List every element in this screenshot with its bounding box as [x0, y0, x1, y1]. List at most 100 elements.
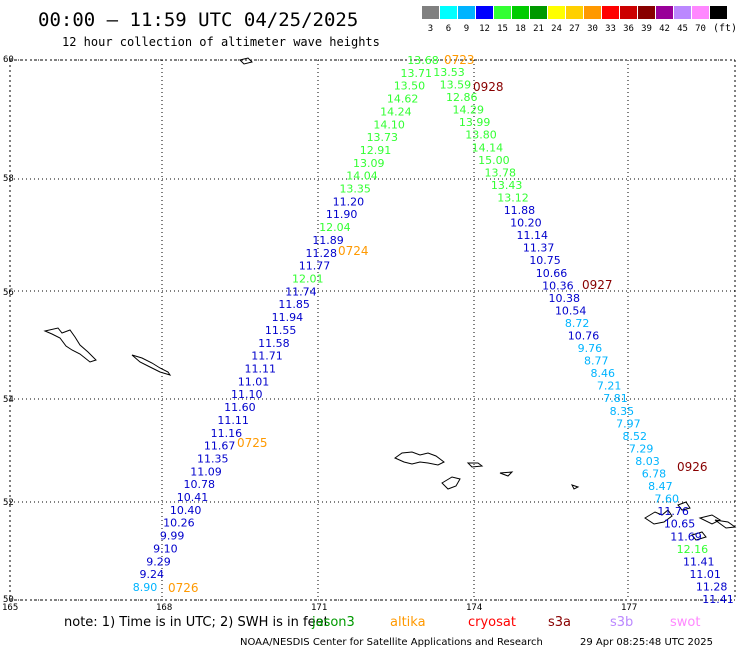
track-west-value: 11.90: [326, 208, 358, 221]
track-east-value: 10.38: [549, 292, 581, 305]
island-aleutian-1: [441, 476, 461, 490]
lat-label-60: 60: [3, 55, 14, 65]
track-west-value: 11.85: [278, 298, 310, 311]
track-west-value: 11.35: [197, 452, 229, 465]
track-west-value: 13.68: [407, 54, 439, 67]
track-east-value: 7.29: [629, 442, 654, 455]
legend-swatch: [584, 6, 601, 19]
track-west-value: 11.20: [333, 195, 365, 208]
track-east-value: 13.53: [433, 66, 465, 79]
lon-label-171: 171: [311, 603, 327, 613]
track-west-value: 11.28: [306, 247, 338, 260]
track-west-value: 10.41: [177, 491, 209, 504]
track-east-value: 10.36: [542, 279, 574, 292]
lat-label-54: 54: [3, 395, 14, 405]
pass-label-0928: 0928: [473, 80, 504, 94]
lon-label-165: 165: [2, 603, 18, 613]
track-east-value: 10.65: [664, 518, 696, 531]
legend-label: 45: [677, 24, 688, 34]
track-east-value: 14.14: [472, 141, 504, 154]
legend-swatch: [692, 6, 709, 19]
satellite-jason3-label: jason3: [311, 615, 355, 630]
legend-label: 42: [659, 24, 670, 34]
legend-swatch: [674, 6, 691, 19]
track-east-value: 13.12: [497, 191, 529, 204]
track-east-value: 13.80: [465, 129, 497, 142]
track-west-value: 11.74: [285, 285, 317, 298]
track-east-value: 7.21: [597, 380, 622, 393]
map-subtitle: 12 hour collection of altimeter wave hei…: [62, 35, 380, 49]
track-east-value: 15.00: [478, 154, 510, 167]
track-west-value: 13.73: [367, 131, 399, 144]
legend-swatch: [548, 6, 565, 19]
track-west-value: 11.16: [211, 427, 243, 440]
legend-label: 70: [695, 24, 706, 34]
satellite-swot-label: swot: [670, 615, 700, 630]
track-east-value: 7.60: [655, 493, 680, 506]
island-aleutian-3: [499, 471, 514, 477]
track-west-value: 13.09: [353, 157, 385, 170]
island-aleutian-8: [714, 519, 737, 529]
track-west-value: 14.04: [346, 170, 378, 183]
legend-label: 18: [515, 24, 526, 34]
legend-label: 9: [464, 24, 469, 34]
track-east-value: 12.86: [446, 91, 478, 104]
track-east-value: 11.01: [689, 568, 721, 581]
track-east-value: 8.47: [648, 480, 673, 493]
satellite-s3b-label: s3b: [610, 615, 633, 630]
track-west-value: 14.24: [380, 105, 412, 118]
pass-label-0927: 0927: [582, 278, 613, 292]
coastline: [43, 57, 737, 541]
legend-swatch: [530, 6, 547, 19]
color-legend: 3 6 9 12 15 18 21 24 27 30 33 36 39 42 45 70: [422, 6, 727, 34]
track-east-value: 6.78: [642, 468, 667, 481]
island-pribilof-west: [131, 354, 172, 376]
legend-label: 36: [623, 24, 634, 34]
track-west-value: 14.62: [387, 93, 419, 106]
track-west-value: 14.10: [373, 118, 405, 131]
legend-label: 21: [533, 24, 544, 34]
track-east-value: 11.88: [504, 204, 536, 217]
track-west-value: 13.35: [339, 183, 371, 196]
track-west-value: 11.94: [272, 311, 304, 324]
altimeter-track-east: 13.5313.5912.8614.2913.9913.8014.1415.00…: [433, 66, 734, 606]
track-east-value: 10.75: [529, 254, 561, 267]
track-west-value: 9.29: [146, 555, 171, 568]
island-aleutian-5: [644, 509, 673, 525]
legend-label: 12: [479, 24, 490, 34]
island-st-matthew: [43, 327, 97, 363]
island-aleutian-6: [677, 501, 691, 511]
track-west-value: 13.50: [394, 80, 426, 93]
legend-swatch: [440, 6, 457, 19]
legend-swatch: [710, 6, 727, 19]
lat-label-52: 52: [3, 498, 14, 508]
track-east-value: 11.69: [670, 530, 702, 543]
lat-label-56: 56: [3, 288, 14, 298]
legend-swatch: [476, 6, 493, 19]
pass-label-0726: 0726: [168, 581, 199, 595]
track-east-value: 8.46: [590, 367, 615, 380]
legend-label: 6: [446, 24, 451, 34]
track-west-value: 10.26: [163, 517, 195, 530]
pass-label-0926: 0926: [677, 460, 708, 474]
footer-note: note: 1) Time is in UTC; 2) SWH is in fe…: [64, 615, 329, 630]
track-west-value: 11.01: [238, 375, 270, 388]
track-east-value: 11.76: [657, 505, 689, 518]
legend-label: 3: [428, 24, 433, 34]
track-west-value: 9.10: [153, 542, 178, 555]
track-east-value: 10.76: [568, 330, 600, 343]
satellite-cryosat-label: cryosat: [468, 615, 516, 630]
track-east-value: 11.37: [523, 242, 555, 255]
map-title: 00:00 — 11:59 UTC 04/25/2025: [38, 9, 358, 31]
legend-swatch: [512, 6, 529, 19]
track-east-value: 13.59: [440, 79, 472, 92]
track-east-value: 13.99: [459, 116, 491, 129]
track-east-value: 12.16: [677, 543, 709, 556]
track-east-value: 8.52: [622, 430, 647, 443]
track-west-value: 9.99: [160, 530, 185, 543]
track-east-value: 11.41: [683, 555, 715, 568]
pass-label-0725: 0725: [237, 436, 268, 450]
track-west-value: 12.04: [319, 221, 351, 234]
track-west-value: 12.91: [360, 144, 392, 157]
pass-label-0723: 0723: [444, 53, 475, 67]
